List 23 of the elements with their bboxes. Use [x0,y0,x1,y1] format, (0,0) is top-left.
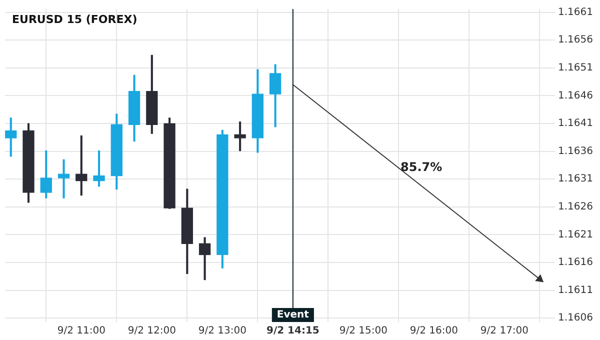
x-tick-label: 9/2 16:00 [410,326,458,337]
y-tick-label: 1.1641 [558,118,594,130]
y-tick-label: 1.1651 [558,62,594,74]
annotation: 85.7% [400,160,442,174]
candlestick [58,159,70,198]
y-tick-label: 1.1606 [558,312,594,324]
x-tick-label: 9/2 13:00 [198,326,246,337]
x-tick-label: 9/2 12:00 [128,326,176,337]
x-tick-label: 9/2 14:15 [266,326,320,337]
y-tick-label: 1.1611 [558,284,594,296]
y-tick-label: 1.1631 [558,174,594,185]
y-tick-label: 1.1626 [558,202,594,213]
y-tick-label: 1.1636 [558,146,594,157]
y-tick-label: 1.1616 [558,257,594,268]
y-tick-label: 1.1661 [558,6,594,18]
y-tick-label: 1.1621 [558,229,594,240]
y-tick-label: 1.1656 [558,34,594,46]
y-tick-label: 1.1646 [558,90,594,102]
x-tick-label: 9/2 11:00 [57,326,106,337]
x-tick-label: 9/2 17:00 [480,326,529,337]
ref-line-label: Event [276,310,310,321]
x-tick-label: 9/2 15:00 [339,326,388,337]
chart-title: EURUSD 15 (FOREX) [12,12,138,26]
